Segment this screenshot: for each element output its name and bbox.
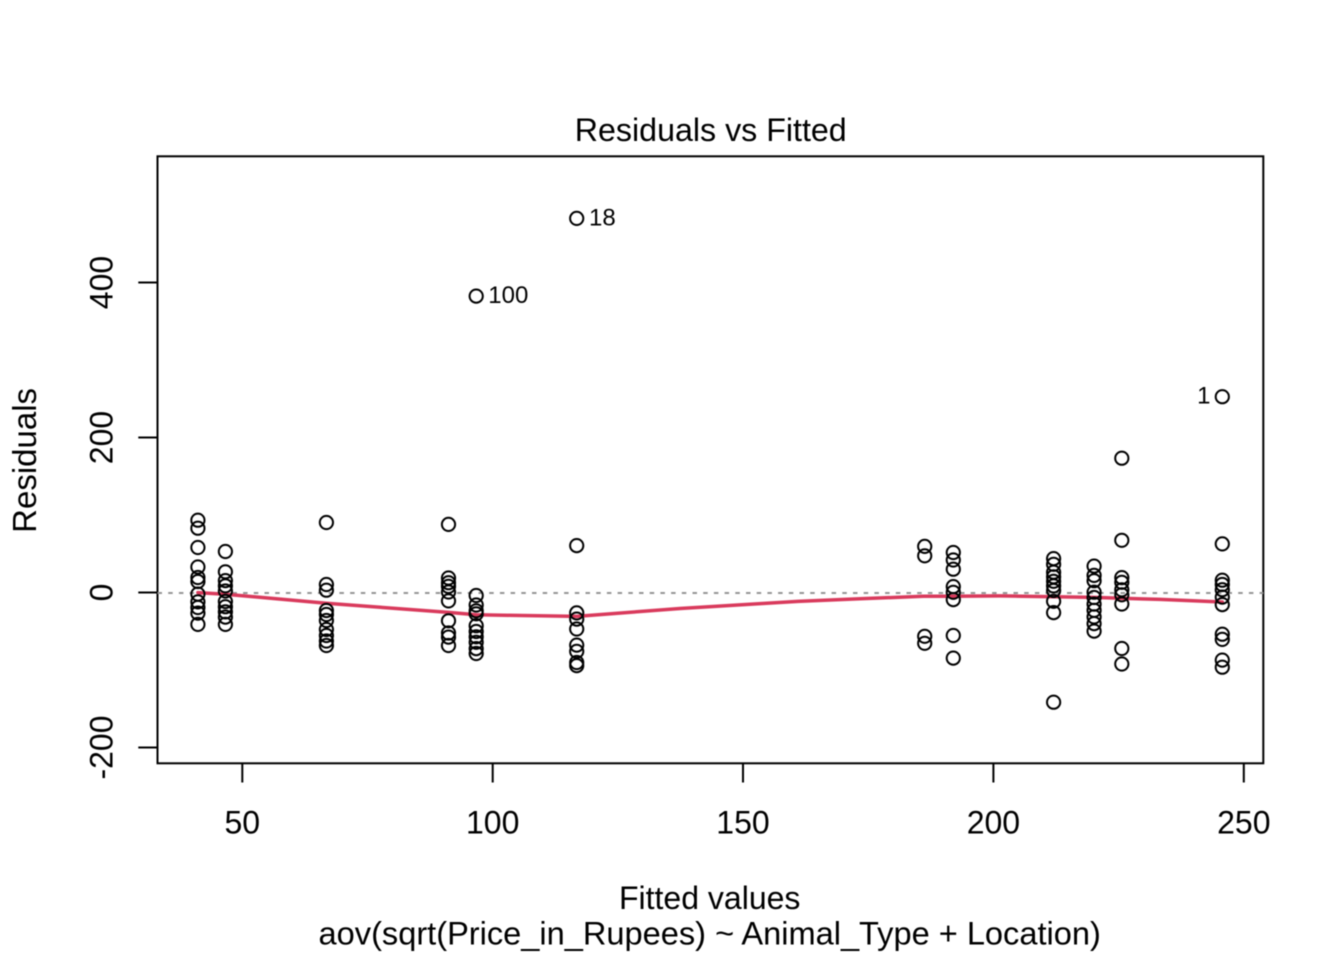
svg-text:aov(sqrt(Price_in_Rupees) ~ An: aov(sqrt(Price_in_Rupees) ~ Animal_Type … — [319, 914, 1101, 951]
svg-text:Fitted values: Fitted values — [619, 880, 800, 916]
svg-text:18: 18 — [589, 204, 616, 231]
svg-text:250: 250 — [1217, 805, 1270, 841]
svg-text:100: 100 — [466, 805, 519, 841]
svg-text:100: 100 — [488, 282, 528, 309]
svg-text:150: 150 — [716, 805, 769, 841]
svg-text:200: 200 — [967, 805, 1020, 841]
svg-text:-200: -200 — [84, 715, 120, 779]
svg-text:Residuals: Residuals — [6, 388, 43, 533]
svg-text:200: 200 — [84, 411, 120, 464]
svg-text:Residuals vs Fitted: Residuals vs Fitted — [575, 112, 847, 148]
svg-text:0: 0 — [84, 584, 120, 602]
svg-text:50: 50 — [225, 805, 261, 841]
svg-text:400: 400 — [84, 256, 120, 309]
svg-text:1: 1 — [1197, 383, 1210, 410]
